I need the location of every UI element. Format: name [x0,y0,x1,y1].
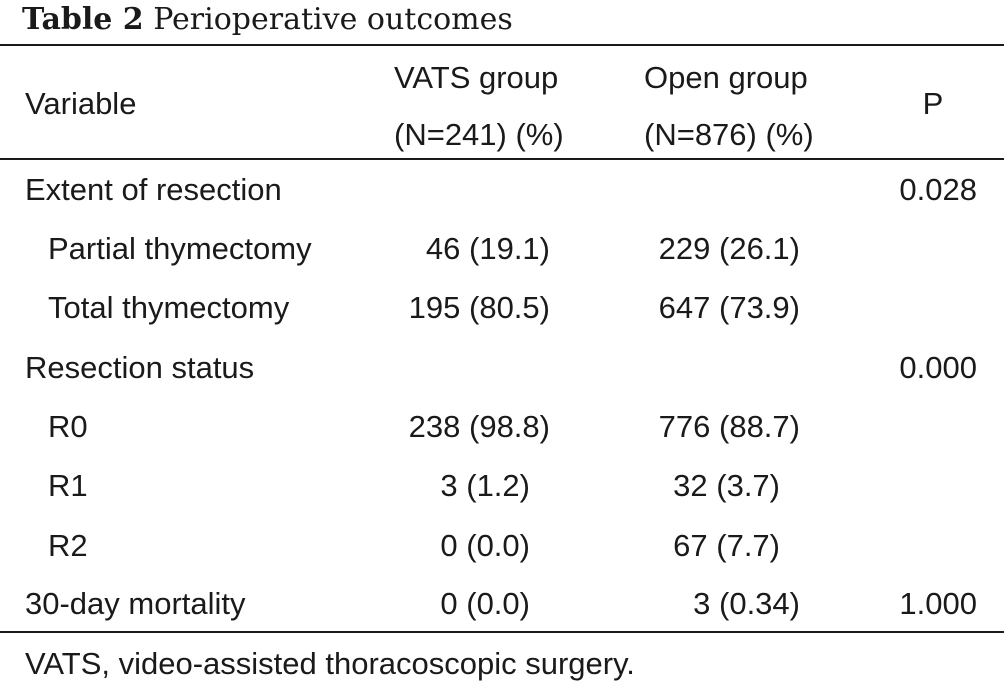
table-footnote: VATS, video-assisted thoracoscopic surge… [25,646,635,681]
row-label: Partial thymectomy [48,231,312,266]
row-open: 776 (88.7) [658,409,800,444]
row-label: R1 [48,468,88,503]
header-vats-line2: (N=241) (%) [394,117,564,152]
row-label: R2 [48,528,88,563]
row-p: 0.028 [899,172,977,207]
header-p: P [922,86,944,121]
row-label: R0 [48,409,88,444]
row-label: Total thymectomy [48,290,290,325]
row-label: Resection status [25,350,255,385]
row-open: 3 (0.34) [693,586,800,621]
top-rule [0,44,1004,46]
row-open: 32 (3.7) [673,468,780,503]
bottom-rule [0,631,1004,633]
header-open-line2: (N=876) (%) [644,117,814,152]
row-vats: 3 (1.2) [440,468,530,503]
row-p: 1.000 [899,586,977,621]
header-vats-line1: VATS group [394,60,559,95]
row-vats: 0 (0.0) [440,586,530,621]
row-vats: 238 (98.8) [408,409,550,444]
row-open: 647 (73.9) [658,290,800,325]
row-label: 30-day mortality [25,586,246,621]
table-label: Table 2 [22,2,144,37]
table-title: Perioperative outcomes [153,2,513,37]
table-caption: Table 2 Perioperative outcomes [22,0,513,44]
header-rule [0,158,1004,160]
header-open-line1: Open group [644,60,808,95]
row-vats: 0 (0.0) [440,528,530,563]
row-open: 67 (7.7) [673,528,780,563]
row-label: Extent of resection [25,172,282,207]
header-variable: Variable [25,86,137,121]
row-open: 229 (26.1) [658,231,800,266]
row-vats: 195 (80.5) [408,290,550,325]
row-vats: 46 (19.1) [425,231,550,266]
row-p: 0.000 [899,350,977,385]
